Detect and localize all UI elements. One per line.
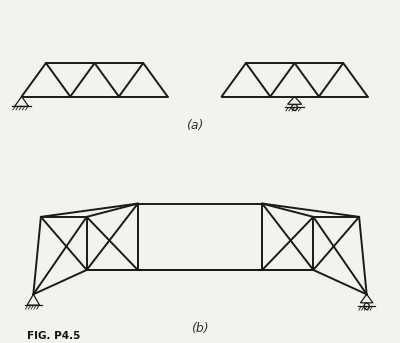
- Text: FIG. P4.5: FIG. P4.5: [27, 331, 80, 341]
- Text: (a): (a): [186, 119, 203, 132]
- Text: (b): (b): [191, 322, 209, 335]
